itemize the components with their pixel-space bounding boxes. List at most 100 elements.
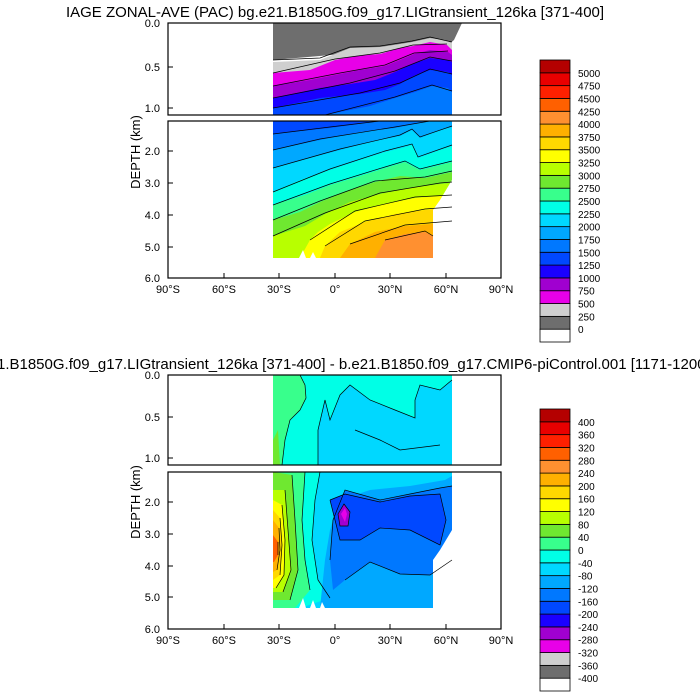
colorbar-label: 4500: [578, 94, 601, 105]
colorbar-label: 2500: [578, 197, 601, 208]
colorbar-box: [539, 613, 571, 628]
panel1-ylabel: DEPTH (km): [128, 115, 143, 189]
panel2-x-ticks: 90°S 60°S 30°S 0° 30°N 60°N 90°N: [156, 635, 513, 647]
colorbar-box: [539, 59, 571, 74]
colorbar-box: [539, 421, 571, 436]
panel1-ytick-label: 0.5: [145, 62, 160, 74]
colorbar-label: 1750: [578, 235, 601, 246]
colorbar-label: 360: [578, 431, 595, 442]
colorbar-box: [539, 328, 571, 343]
colorbar-box: [539, 226, 571, 240]
colorbar-box: [539, 136, 571, 151]
colorbar-box: [539, 549, 571, 564]
colorbar-label: 750: [578, 287, 595, 298]
colorbar-label: 120: [578, 508, 595, 519]
panel1-ytick-label: 3.0: [145, 178, 160, 190]
colorbar-box: [539, 149, 571, 163]
panel2-xtick-label: 0°: [330, 635, 341, 647]
colorbar-box: [539, 251, 571, 266]
colorbar-box: [539, 123, 571, 138]
panel1-ytick-label: 5.0: [145, 242, 160, 254]
panel2-y-ticks: 0.0 0.5 1.0 2.0 3.0 4.0 5.0 6.0: [145, 370, 160, 636]
panel1-xtick-label: 30°S: [267, 284, 291, 296]
colorbar-label: -120: [578, 584, 598, 595]
panel2-upper-field: [273, 375, 453, 465]
colorbar-box: [539, 626, 571, 641]
panel2-upper-frame: [167, 374, 502, 466]
colorbar-box: [539, 536, 571, 551]
colorbar-label: 0: [578, 546, 584, 557]
colorbar-box: [539, 264, 571, 279]
colorbar-box: [539, 290, 571, 304]
colorbar-label: 2250: [578, 210, 601, 221]
panel2-tick-marks: [167, 374, 502, 629]
panel2-xtick-label: 60°S: [212, 635, 236, 647]
colorbar-box: [539, 213, 571, 228]
colorbar-box: [539, 110, 571, 125]
panel1-ytick-label: 1.0: [145, 103, 160, 115]
panel2-ytick-label: 0.5: [145, 412, 160, 424]
colorbar-box: [539, 639, 571, 653]
panel1-upper-field: [272, 23, 462, 115]
panel2-lower-field: [168, 472, 501, 629]
panel1-xtick-label: 60°N: [434, 284, 459, 296]
colorbar-label: -80: [578, 572, 593, 583]
colorbar-box: [539, 485, 571, 500]
colorbar-box: [539, 239, 571, 253]
panel1-xtick-label: 0°: [330, 284, 341, 296]
colorbar-label: 160: [578, 495, 595, 506]
colorbar-box: [539, 277, 571, 292]
panel1-upper-frame: [167, 22, 502, 116]
colorbar-label: 80: [578, 520, 590, 531]
colorbar-box: [539, 472, 571, 487]
colorbar-box: [539, 187, 571, 202]
colorbar-label: 1500: [578, 248, 601, 259]
panel2-ytick-label: 4.0: [145, 561, 160, 573]
colorbar-box: [539, 575, 571, 589]
panel1-ytick-label: 0.0: [145, 18, 160, 30]
colorbar-label: 4750: [578, 82, 601, 93]
colorbar-box: [539, 562, 571, 577]
colorbar-label: -240: [578, 623, 598, 634]
colorbar-label: 4250: [578, 107, 601, 118]
colorbar-label: 280: [578, 456, 595, 467]
colorbar-box: [539, 447, 571, 461]
colorbar-box: [539, 664, 571, 679]
colorbar-label: -160: [578, 597, 598, 608]
colorbar-label: 1250: [578, 261, 601, 272]
colorbar-box: [539, 652, 571, 666]
panel2-ytick-label: 5.0: [145, 592, 160, 604]
panel2-ylabel: DEPTH (km): [128, 465, 143, 539]
panel1-title: IAGE ZONAL-AVE (PAC) bg.e21.B1850G.f09_g…: [66, 4, 604, 21]
panel2-colorbar: 40036032028024020016012080400-40-80-120-…: [539, 408, 598, 692]
colorbar-label: 0: [578, 325, 584, 336]
colorbar-box: [539, 98, 571, 112]
panel1-ytick-label: 2.0: [145, 146, 160, 158]
colorbar-label: 250: [578, 312, 595, 323]
colorbar-label: -200: [578, 610, 598, 621]
colorbar-box: [539, 315, 571, 330]
colorbar-box: [539, 162, 571, 176]
panel1-lower-field: [168, 121, 501, 278]
colorbar-label: 40: [578, 533, 590, 544]
colorbar-label: 4000: [578, 120, 601, 131]
panel2-xtick-label: 90°N: [489, 635, 514, 647]
colorbar-label: 1000: [578, 274, 601, 285]
colorbar-box: [539, 600, 571, 615]
colorbar-label: 2750: [578, 184, 601, 195]
panel2-ytick-label: 2.0: [145, 497, 160, 509]
panel1-ytick-label: 4.0: [145, 210, 160, 222]
colorbar-box: [539, 677, 571, 692]
colorbar-box: [539, 72, 571, 87]
colorbar-box: [539, 408, 571, 423]
colorbar-label: 240: [578, 469, 595, 480]
colorbar-label: 3750: [578, 133, 601, 144]
panel1-xtick-label: 60°S: [212, 284, 236, 296]
panel1-xtick-label: 90°S: [156, 284, 180, 296]
colorbar-label: 500: [578, 300, 595, 311]
colorbar-box: [539, 588, 571, 602]
colorbar-box: [539, 303, 571, 317]
colorbar-label: 3250: [578, 159, 601, 170]
colorbar-label: 5000: [578, 69, 601, 80]
